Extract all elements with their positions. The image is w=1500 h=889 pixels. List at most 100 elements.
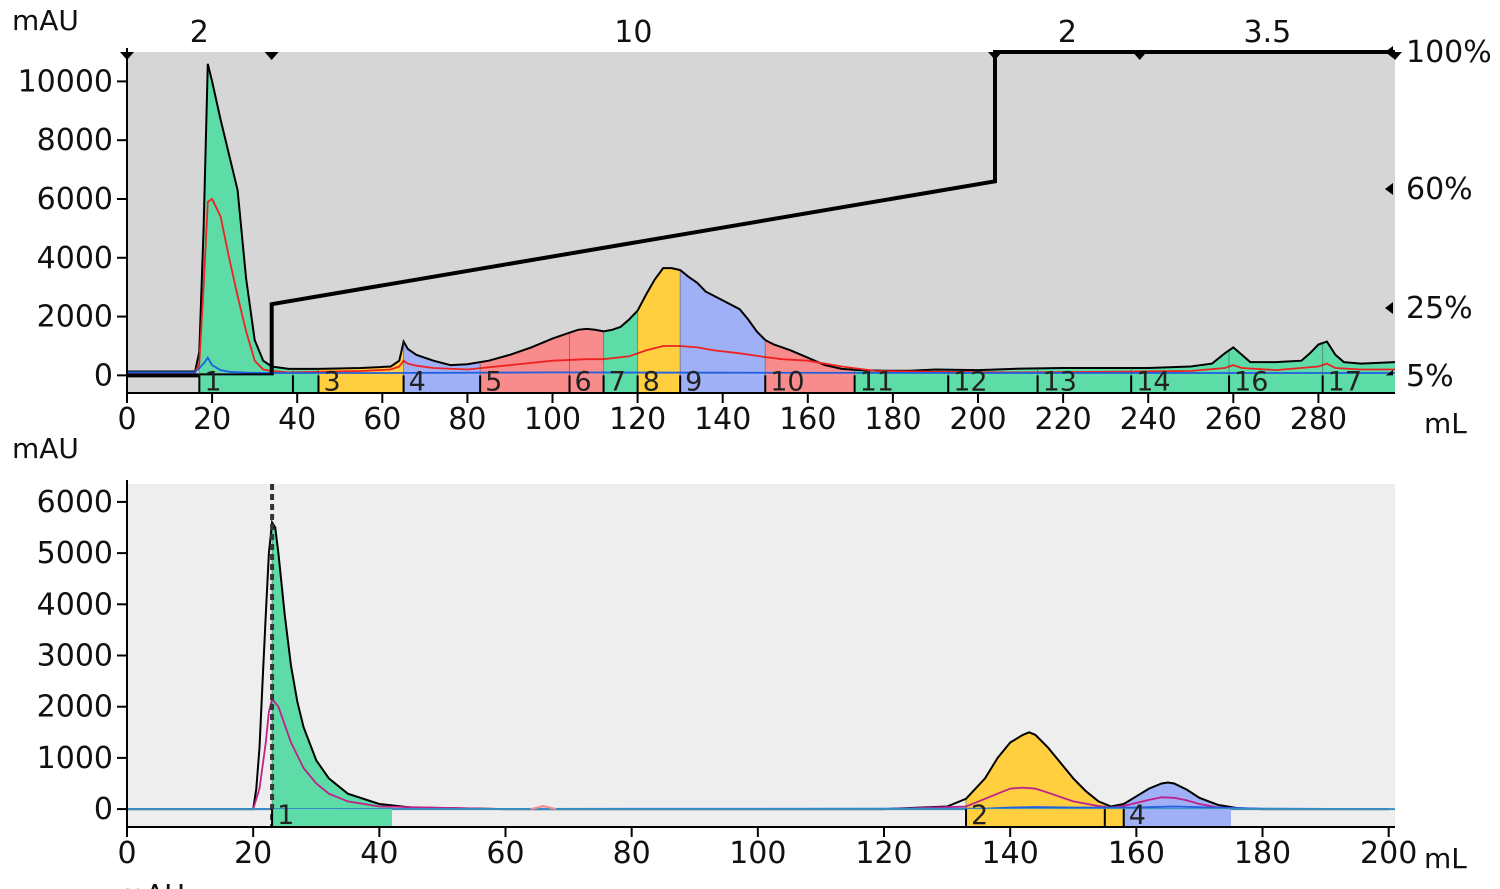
x-tick-label: 0 <box>117 402 136 437</box>
fraction-strip-10 <box>765 375 855 393</box>
x-tick-label: 80 <box>448 402 486 437</box>
cut-off-unit-label: mAU <box>118 878 185 889</box>
fraction-strip-9 <box>680 375 766 393</box>
y-tick-label: 0 <box>94 792 113 827</box>
trace-line-2 <box>127 197 1395 374</box>
percent-label-60: 60% <box>1406 172 1473 207</box>
fraction-strip-6 <box>569 375 604 393</box>
fraction-label-2: 2 <box>971 800 988 831</box>
x-tick-label: 160 <box>1108 836 1165 871</box>
fraction-strip-13 <box>1037 375 1132 393</box>
fraction-strip-8 <box>637 375 681 393</box>
y-tick-label: 3000 <box>37 639 113 674</box>
y-tick-label: 2000 <box>37 690 113 725</box>
fraction-strip-11 <box>854 375 949 393</box>
x-tick-label: 200 <box>1360 836 1417 871</box>
fraction-label-8: 8 <box>643 366 660 397</box>
percent-marker <box>1385 183 1393 195</box>
top-fraction-bar: 1 3 4 5 6 7 8 9 10 11 12 13 14 16 17 <box>198 270 1395 397</box>
fraction-strip-14 <box>1131 375 1230 393</box>
flow-marker <box>264 52 279 60</box>
percent-marker <box>1385 302 1393 314</box>
x-tick-label: 240 <box>1120 402 1177 437</box>
fraction-fill-6 <box>569 328 604 376</box>
percent-label-100: 100% <box>1406 35 1492 70</box>
trace-line-3 <box>127 356 1395 374</box>
fraction-strip-1 <box>272 809 392 827</box>
flow-marker <box>1132 52 1147 60</box>
y-tick-label: 8000 <box>37 123 113 158</box>
x-tick-label: 60 <box>363 402 401 437</box>
fraction-label-4: 4 <box>409 366 426 397</box>
fraction-strip-1 <box>199 375 293 393</box>
fraction-strip-5 <box>480 375 570 393</box>
trace-line-2 <box>127 697 1389 810</box>
x-tick-label: 120 <box>609 402 666 437</box>
x-tick-label: 0 <box>117 836 136 871</box>
x-tick-label: 220 <box>1034 402 1091 437</box>
fraction-label-1: 1 <box>204 366 221 397</box>
bottom-x-unit: mL <box>1424 842 1467 875</box>
x-tick-label: 100 <box>524 402 581 437</box>
flow-rate-label: 2 <box>190 15 209 50</box>
top-traces <box>127 63 1396 374</box>
fraction-strip-3 <box>1104 809 1124 827</box>
fraction-strip-12 <box>948 375 1038 393</box>
fraction-label-1: 1 <box>277 800 294 831</box>
fraction-fill-9 <box>680 270 766 376</box>
fraction-strip-2 <box>966 809 1105 827</box>
flow-marker <box>1388 52 1402 60</box>
x-tick-label: 180 <box>1234 836 1291 871</box>
x-tick-label: 260 <box>1205 402 1262 437</box>
flow-rate-label: 2 <box>1058 15 1077 50</box>
y-tick-label: 4000 <box>37 241 113 276</box>
fraction-strip-15 <box>1229 375 1323 393</box>
trace-line-1 <box>127 519 1389 811</box>
y-tick-label: 10000 <box>18 64 113 99</box>
x-tick-label: 40 <box>278 402 316 437</box>
flow-rate-label: 3.5 <box>1243 15 1291 50</box>
fraction-strip-3 <box>318 375 404 393</box>
bottom-fraction-bar: 1 2 4 <box>271 522 1231 831</box>
fraction-label-6: 6 <box>575 366 592 397</box>
flow-rate-label: 10 <box>614 15 652 50</box>
x-tick-label: 160 <box>779 402 836 437</box>
x-tick-label: 20 <box>193 402 231 437</box>
fraction-fill-16 <box>1322 341 1395 376</box>
fraction-label-9: 9 <box>685 366 702 397</box>
fraction-label-5: 5 <box>485 366 502 397</box>
bottom-plot-area <box>127 484 1395 827</box>
fraction-label-7: 7 <box>609 366 626 397</box>
top-x-unit: mL <box>1424 407 1467 440</box>
fraction-strip-4 <box>403 375 481 393</box>
fraction-label-4: 4 <box>1129 800 1146 831</box>
y-tick-label: 4000 <box>37 587 113 622</box>
fraction-strip-4 <box>1123 809 1231 827</box>
x-tick-label: 140 <box>694 402 751 437</box>
x-tick-label: 60 <box>486 836 524 871</box>
top-axes: 0 2000 4000 6000 8000 10000 0 20 40 60 80 100 120 140… <box>18 48 1395 437</box>
y-tick-label: 1000 <box>37 741 113 776</box>
fraction-fill-4 <box>1123 782 1231 810</box>
x-tick-label: 200 <box>949 402 1006 437</box>
fraction-strip-7 <box>603 375 638 393</box>
fraction-fill-5 <box>480 332 570 376</box>
x-tick-label: 280 <box>1290 402 1347 437</box>
y-tick-label: 5000 <box>37 536 113 571</box>
percent-label-25: 25% <box>1406 291 1473 326</box>
fraction-label-3: 3 <box>323 366 340 397</box>
trace-line-1 <box>127 63 1396 373</box>
fraction-strip-2 <box>292 375 319 393</box>
fraction-fill-8 <box>637 268 681 376</box>
fraction-strip-16 <box>1322 375 1395 393</box>
top-y-unit: mAU <box>12 4 79 37</box>
x-tick-label: 20 <box>234 836 272 871</box>
x-tick-label: 40 <box>360 836 398 871</box>
fraction-fill-1 <box>272 522 392 810</box>
y-tick-label: 6000 <box>37 182 113 217</box>
y-tick-label: 0 <box>94 358 113 393</box>
fraction-fill-7 <box>603 310 638 376</box>
percent-label-5: 5% <box>1406 359 1454 394</box>
